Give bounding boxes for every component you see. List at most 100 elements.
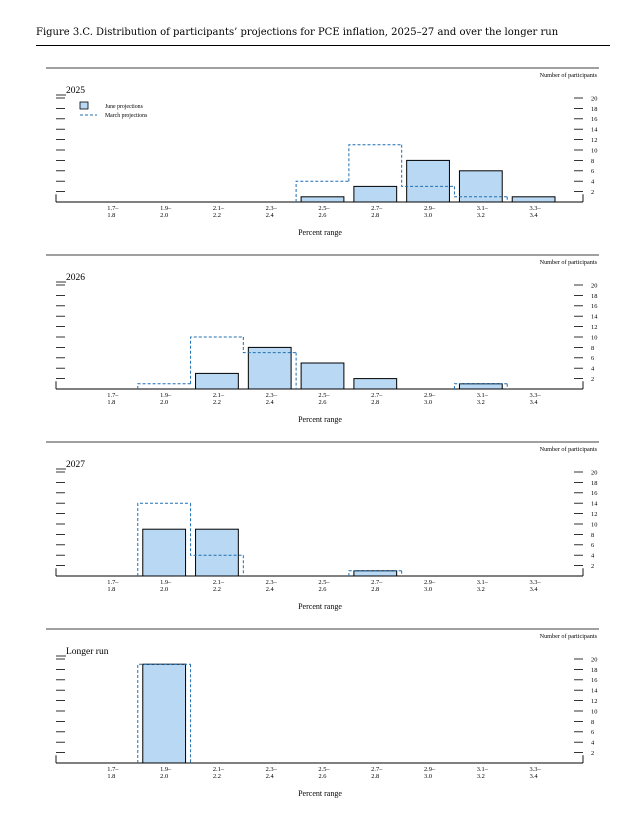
june-bar [195, 372, 239, 390]
y-tick-label: 16 [591, 677, 597, 684]
y-tick-label: 4 [591, 179, 595, 186]
y-tick-label: 14 [591, 688, 598, 695]
y-tick-label: 6 [591, 542, 594, 549]
x-tick-label: 2.7– [371, 766, 383, 773]
panel-title: 2027 [66, 460, 85, 470]
x-tick-label-2: 2.2 [213, 586, 221, 593]
x-tick-label: 2.3– [266, 392, 278, 399]
x-tick-label: 3.3– [530, 579, 542, 586]
right-axis-label: Number of participants [540, 259, 598, 266]
x-tick-label: 1.9– [160, 579, 172, 586]
y-tick-label: 16 [591, 490, 597, 497]
x-tick-label-2: 2.6 [319, 586, 327, 593]
y-tick-label: 6 [591, 355, 594, 362]
x-tick-label: 2.5– [318, 392, 330, 399]
right-axis-label: Number of participants [540, 72, 598, 79]
y-tick-label: 20 [591, 95, 597, 102]
x-tick-label: 1.9– [160, 205, 172, 212]
x-tick-label-2: 2.8 [371, 212, 379, 219]
june-bar [142, 663, 187, 764]
x-tick-label: 2.9– [424, 579, 436, 586]
legend-june-label: June projections [105, 104, 144, 110]
x-tick-label-2: 3.0 [424, 773, 432, 780]
march-outline [295, 144, 508, 202]
x-tick-label: 2.3– [266, 579, 278, 586]
y-tick-label: 8 [591, 345, 594, 352]
y-tick-label: 12 [591, 698, 597, 705]
x-tick-label-2: 3.0 [424, 212, 432, 219]
y-tick-label: 2 [591, 189, 594, 196]
x-tick-label: 1.9– [160, 392, 172, 399]
x-tick-label: 3.3– [530, 205, 542, 212]
x-tick-label-2: 1.8 [107, 773, 115, 780]
x-tick-label: 1.7– [107, 205, 119, 212]
y-tick-label: 8 [591, 158, 594, 165]
x-tick-label-2: 2.4 [266, 212, 275, 219]
y-tick-label: 6 [591, 168, 594, 175]
june-bar [406, 159, 450, 203]
chart-panel-4: Number of participants Longer run 2 4 6 8 10 12… [46, 628, 599, 798]
x-tick-label-2: 3.0 [424, 586, 432, 593]
june-bar [353, 185, 398, 203]
y-tick-label: 20 [591, 282, 597, 289]
x-tick-label: 2.7– [371, 205, 383, 212]
right-axis-label: Number of participants [540, 446, 598, 453]
x-tick-label-2: 3.0 [424, 399, 432, 406]
x-tick-label-2: 2.0 [160, 212, 168, 219]
y-tick-label: 6 [591, 729, 594, 736]
x-tick-label: 2.7– [371, 392, 383, 399]
chart-panel-3: Number of participants 2027 2 4 6 8 10 12 14 16 18… [46, 441, 599, 611]
x-tick-label-2: 2.2 [213, 399, 221, 406]
chart-panel-2: Number of participants 2026 2 4 6 8 10 12 14 16 18… [46, 254, 599, 424]
x-tick-label: 2.9– [424, 766, 436, 773]
x-tick-label-2: 3.4 [530, 212, 539, 219]
panel-title: Longer run [66, 647, 109, 657]
x-tick-label: 2.7– [371, 579, 383, 586]
x-tick-label: 2.1– [213, 766, 225, 773]
y-tick-label: 18 [591, 293, 597, 300]
x-tick-label: 2.3– [266, 205, 278, 212]
x-tick-label-2: 2.6 [319, 399, 327, 406]
y-tick-label: 4 [591, 740, 595, 747]
x-tick-label-2: 2.4 [266, 773, 275, 780]
x-tick-label-2: 2.4 [266, 586, 275, 593]
x-tick-label: 2.1– [213, 579, 225, 586]
june-bar [247, 346, 292, 390]
legend-march-label: March projections [105, 113, 148, 119]
title-rule [36, 45, 610, 46]
panel-title: 2026 [66, 273, 85, 283]
chart-panel-1: Number of participants 2025 2 4 6 8 10 12 14 16 18… [46, 67, 599, 237]
y-tick-label: 8 [591, 719, 594, 726]
figure-title: Figure 3.C. Distribution of participants… [36, 27, 559, 38]
june-bar [458, 170, 503, 203]
y-tick-label: 10 [591, 334, 597, 341]
y-tick-label: 12 [591, 324, 597, 331]
y-tick-label: 10 [591, 521, 597, 528]
x-tick-label: 3.1– [477, 766, 489, 773]
right-axis-label: Number of participants [540, 633, 598, 640]
x-tick-label-2: 1.8 [107, 586, 115, 593]
x-tick-label-2: 1.8 [107, 212, 115, 219]
y-tick-label: 14 [591, 127, 598, 134]
y-tick-label: 8 [591, 532, 594, 539]
june-bar [142, 528, 187, 577]
x-tick-label: 2.9– [424, 392, 436, 399]
y-tick-label: 20 [591, 469, 597, 476]
x-tick-label: 1.7– [107, 392, 119, 399]
x-tick-label: 1.7– [107, 579, 119, 586]
x-tick-label: 2.5– [318, 766, 330, 773]
y-tick-label: 18 [591, 667, 597, 674]
y-tick-label: 2 [591, 563, 594, 570]
panel-title: 2025 [66, 86, 85, 96]
x-tick-label-2: 2.0 [160, 586, 168, 593]
x-tick-label-2: 2.8 [371, 399, 379, 406]
y-tick-label: 2 [591, 750, 594, 757]
x-tick-label-2: 2.8 [371, 773, 379, 780]
x-tick-label-2: 3.4 [530, 773, 539, 780]
x-tick-label: 2.5– [318, 205, 330, 212]
x-tick-label-2: 3.4 [530, 399, 539, 406]
y-tick-label: 18 [591, 480, 597, 487]
y-tick-label: 16 [591, 116, 597, 123]
x-tick-label-2: 2.6 [319, 773, 327, 780]
june-bar [353, 570, 398, 577]
